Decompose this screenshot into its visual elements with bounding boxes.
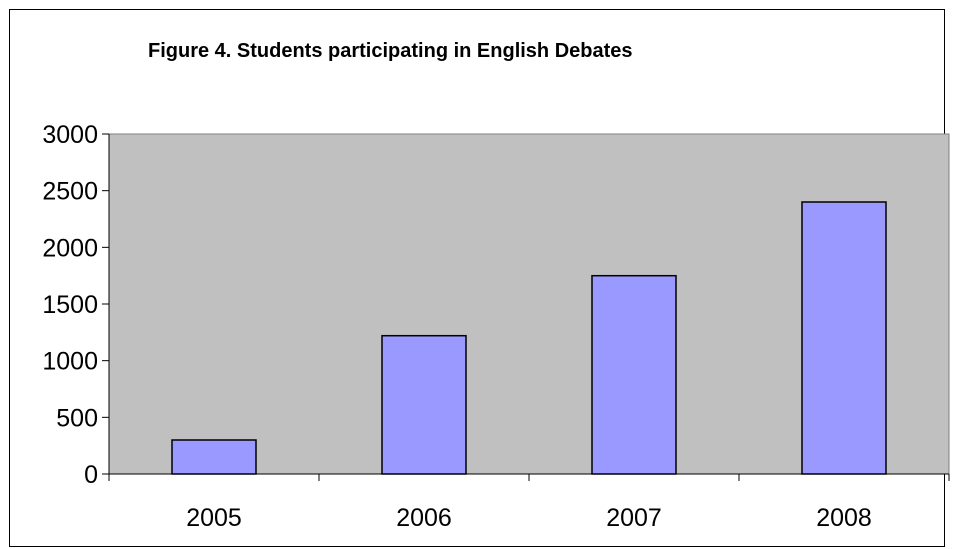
bar-2008 — [801, 201, 887, 475]
x-tick-label-2007: 2007 — [606, 504, 662, 532]
x-tick-labels: 2005 2006 2007 2008 — [186, 504, 872, 532]
y-tick-label-1500: 1500 — [42, 291, 98, 319]
y-tick-label-500: 500 — [56, 404, 98, 432]
bar-2006 — [381, 334, 467, 475]
x-tick-label-2005: 2005 — [186, 504, 242, 532]
chart-title: Figure 4. Students participating in Engl… — [148, 40, 633, 62]
x-tick-label-2008: 2008 — [816, 504, 872, 532]
y-tick-label-2000: 2000 — [42, 234, 98, 262]
x-tick-label-2006: 2006 — [396, 504, 452, 532]
y-tick-label-1000: 1000 — [42, 348, 98, 376]
y-tick-label-3000: 3000 — [42, 121, 98, 149]
y-tick-labels: 0 500 1000 1500 2000 2500 3000 — [42, 121, 98, 489]
bar-2005 — [171, 439, 257, 475]
axes-group — [102, 133, 950, 481]
bars-group — [171, 201, 887, 475]
y-tick-label-0: 0 — [84, 461, 98, 489]
bar-2007 — [591, 274, 677, 475]
y-tick-label-2500: 2500 — [42, 178, 98, 206]
